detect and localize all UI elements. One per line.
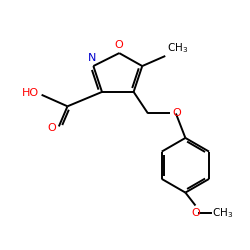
Text: O: O: [115, 40, 124, 50]
Text: N: N: [88, 52, 96, 62]
Text: HO: HO: [22, 88, 39, 98]
Text: O: O: [172, 108, 181, 118]
Text: CH$_3$: CH$_3$: [212, 206, 233, 220]
Text: CH$_3$: CH$_3$: [167, 41, 188, 54]
Text: O: O: [47, 123, 56, 133]
Text: O: O: [191, 208, 200, 218]
